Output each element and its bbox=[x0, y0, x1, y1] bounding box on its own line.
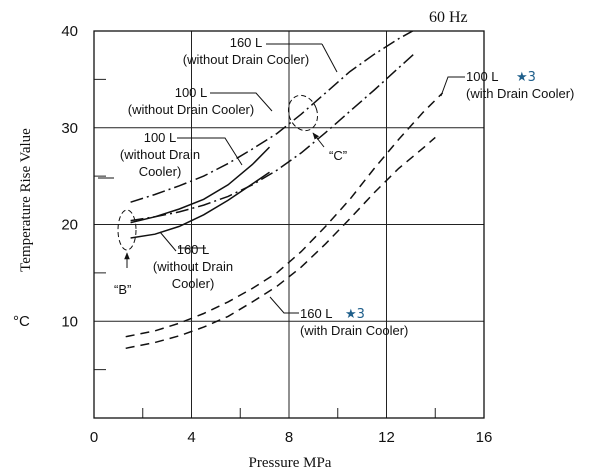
x-tick-label: 16 bbox=[476, 429, 493, 446]
annotation-text: (without Drain bbox=[120, 147, 200, 162]
x-tick-label: 0 bbox=[90, 429, 98, 446]
y-tick-label: 40 bbox=[61, 23, 78, 40]
annotation-a160_without_solid: 160 L (without Drain Cooler) bbox=[153, 242, 233, 291]
x-tick-label: 12 bbox=[378, 429, 395, 446]
annotation-text: (with Drain Cooler) bbox=[300, 323, 408, 338]
grid bbox=[94, 31, 484, 418]
annotation-a100_with: 100 L (with Drain Cooler) bbox=[466, 69, 574, 101]
x-tick-label: 4 bbox=[187, 429, 195, 446]
annotation-a160_with: 160 L (with Drain Cooler) bbox=[300, 306, 408, 338]
marker-c-ellipse bbox=[287, 94, 319, 132]
y-tick-label: 10 bbox=[61, 313, 78, 330]
x-axis-label: Pressure MPa bbox=[249, 455, 332, 471]
annotation-text: (without Drain Cooler) bbox=[183, 52, 309, 67]
leader-100-dashdot bbox=[210, 92, 273, 112]
annotations-layer: 160 L (without Drain Cooler) 100 L (without… bbox=[98, 35, 574, 338]
series-line-4 bbox=[125, 92, 444, 338]
annotation-text: 100 L bbox=[175, 85, 208, 100]
tick-labels: 0 4 8 12 16 10 20 30 40 bbox=[61, 23, 492, 446]
y-axis-label: Temperature Rise Value bbox=[18, 128, 34, 272]
annotation-text: (with Drain Cooler) bbox=[466, 86, 574, 101]
y-tick-label: 20 bbox=[61, 217, 78, 234]
annotation-text: Cooler) bbox=[139, 164, 182, 179]
marker-b-ellipse bbox=[117, 209, 137, 251]
annotation-text: 160 L bbox=[177, 242, 210, 257]
plot-border bbox=[93, 30, 485, 419]
marker-c-label: “C” bbox=[329, 148, 347, 163]
series-line-3 bbox=[130, 171, 270, 239]
y-axis-unit: °C bbox=[13, 313, 30, 330]
annotation-text: 160 L bbox=[230, 35, 263, 50]
annotation-a100_without_dashdot: 100 L (without Drain Cooler) bbox=[128, 85, 254, 117]
star-marker: ★3 bbox=[345, 307, 365, 322]
annotation-text: Cooler) bbox=[172, 276, 215, 291]
annotation-text: (without Drain bbox=[153, 259, 233, 274]
plot-frame bbox=[93, 30, 485, 419]
series-line-2 bbox=[130, 146, 271, 224]
leader-160-top-b bbox=[321, 43, 338, 73]
x-tick-label: 8 bbox=[285, 429, 293, 446]
marker-b-label: “B” bbox=[114, 282, 131, 297]
annotation-text: 100 L bbox=[466, 69, 499, 84]
marker-c-arrow bbox=[312, 132, 325, 148]
y-tick-label: 30 bbox=[61, 120, 78, 137]
annotation-text: 160 L bbox=[300, 306, 333, 321]
annotation-a160_without_top: 160 L (without Drain Cooler) bbox=[183, 35, 309, 67]
series-layer bbox=[125, 31, 444, 350]
leader-160-solid bbox=[159, 231, 177, 252]
annotation-a100_without_solid: 100 L (without Drain Cooler) bbox=[120, 130, 200, 179]
annotation-text: (without Drain Cooler) bbox=[128, 102, 254, 117]
series-line-1 bbox=[130, 51, 417, 222]
star-marker: ★3 bbox=[516, 70, 536, 85]
annotation-text: 100 L bbox=[144, 130, 177, 145]
series-line-5 bbox=[125, 136, 436, 350]
leader-100-solid bbox=[177, 137, 243, 166]
leader-160-with bbox=[269, 296, 299, 314]
chart-title: 60 Hz bbox=[429, 9, 468, 26]
leader-100-with bbox=[440, 76, 465, 97]
series-line-0 bbox=[130, 31, 415, 203]
